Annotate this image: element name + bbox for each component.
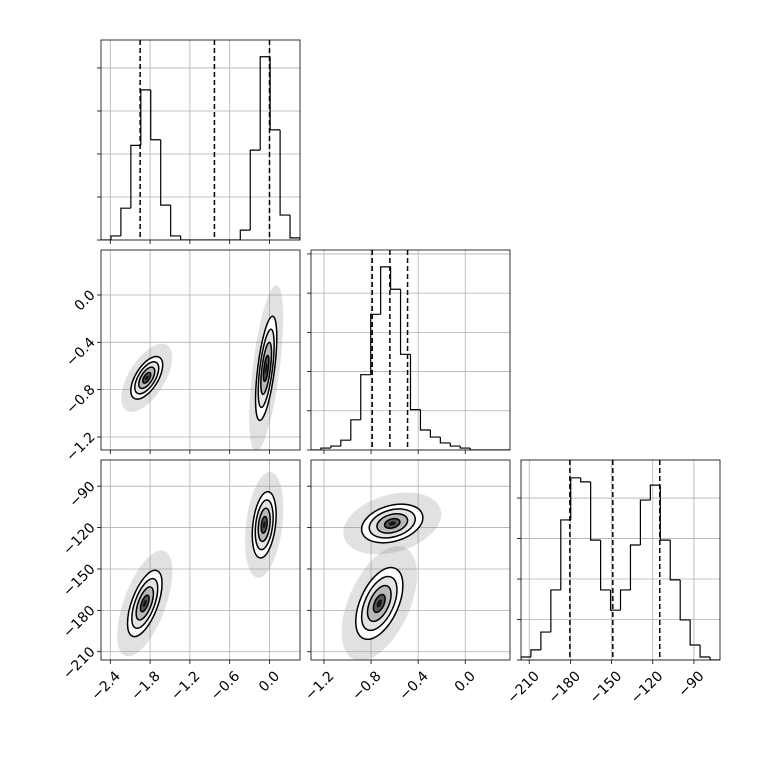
hist-bin — [469, 448, 481, 450]
hist-bin — [130, 144, 141, 209]
x-tick-label: −120 — [628, 668, 667, 707]
hist-bin — [619, 589, 631, 611]
hist-bin — [439, 437, 451, 444]
hist-bin — [449, 442, 461, 447]
panel: −1.2 −0.8 −0.4 0.0 — [63, 249, 301, 465]
panel — [307, 249, 511, 454]
hist-bin — [521, 656, 531, 660]
hist-bin — [679, 579, 691, 621]
contours — [121, 285, 284, 450]
panel: −1.2 −0.8 −0.4 0.0 — [302, 459, 511, 704]
x-tick-label: −90 — [675, 668, 707, 700]
hist-bin — [120, 207, 131, 236]
hist-bin — [429, 430, 441, 438]
hist-bin — [669, 540, 681, 581]
hist-bin — [419, 409, 431, 431]
hist-bin — [239, 229, 251, 240]
contours — [117, 471, 284, 657]
y-tick-label: −1.2 — [63, 429, 98, 464]
panel — [97, 39, 301, 244]
histogram — [521, 460, 720, 660]
hist-bin — [289, 215, 300, 240]
y-tick-label: 0.0 — [72, 287, 99, 314]
hist-bin — [259, 56, 271, 151]
x-tick-label: −1.2 — [168, 668, 203, 703]
y-tick-label: −120 — [60, 520, 99, 559]
hist-bin — [609, 589, 621, 611]
hist-bin — [590, 481, 601, 541]
density-contour — [145, 375, 149, 381]
hist-bin — [249, 149, 261, 231]
panel-frame — [310, 459, 511, 661]
hist-bin — [340, 439, 351, 447]
x-tick-label: −2.4 — [89, 668, 124, 703]
density-contour — [262, 521, 266, 529]
panel-frame — [310, 249, 511, 451]
y-tick-label: −180 — [60, 603, 99, 642]
hist-bin — [330, 445, 341, 449]
hist-bin — [170, 205, 181, 237]
x-tick-label: 0.0 — [452, 668, 479, 695]
hist-bin — [350, 419, 361, 441]
hist-bin — [570, 477, 581, 520]
y-tick-label: −150 — [60, 561, 99, 600]
hist-bin — [140, 89, 151, 146]
panel-frame — [100, 249, 301, 451]
hist-bin — [390, 266, 401, 290]
y-tick-label: −90 — [66, 479, 98, 511]
hist-bin — [180, 235, 191, 240]
density-contour — [388, 521, 396, 526]
panel-frame — [520, 459, 721, 661]
hist-bin — [639, 499, 651, 546]
x-tick-label: −210 — [504, 668, 543, 707]
hist-bin — [160, 139, 171, 206]
histogram — [101, 40, 300, 240]
hist-bin — [659, 485, 671, 541]
hist-bin — [580, 477, 591, 483]
y-tick-label: −0.8 — [63, 382, 98, 417]
x-tick-label: −1.8 — [128, 668, 163, 703]
x-tick-label: −0.8 — [349, 668, 384, 703]
y-tick-label: −210 — [60, 644, 99, 683]
hist-bin — [600, 540, 611, 591]
hist-bin — [689, 619, 701, 646]
hist-bin — [540, 631, 551, 650]
density-contour — [142, 599, 147, 608]
hist-bin — [320, 447, 331, 450]
hist-bin — [110, 235, 121, 240]
histogram — [311, 250, 510, 450]
hist-bin — [150, 89, 161, 141]
x-tick-label: −1.2 — [302, 668, 337, 703]
hist-bin — [550, 589, 561, 633]
hist-bin — [629, 544, 641, 590]
hist-bin — [370, 313, 381, 375]
x-tick-label: −0.4 — [396, 668, 431, 703]
hist-bin — [459, 446, 471, 449]
hist-bin — [399, 289, 411, 355]
y-tick-label: −0.4 — [63, 335, 98, 370]
x-tick-label: −0.6 — [208, 668, 243, 703]
hist-bin — [709, 656, 720, 660]
x-tick-label: −150 — [587, 668, 626, 707]
panel-frame — [100, 459, 301, 661]
hist-bin — [279, 129, 291, 216]
hist-bin — [560, 519, 571, 590]
hist-bin — [409, 354, 421, 411]
hist-bin — [649, 484, 661, 501]
hist-bin — [699, 645, 711, 658]
x-tick-label: −180 — [546, 668, 585, 707]
density-contour — [265, 362, 268, 375]
contours — [341, 492, 442, 660]
panel: −2.4 −1.8 −1.2 −0.6 0.0 −210−180−150−120 −90 — [60, 459, 301, 704]
hist-bin — [360, 374, 371, 420]
hist-bin — [530, 649, 541, 657]
hist-bin — [380, 266, 391, 315]
panel-frame — [100, 39, 301, 241]
x-tick-label: 0.0 — [256, 668, 283, 695]
panel: −210 −180 −150 −120 −90 — [504, 459, 721, 707]
